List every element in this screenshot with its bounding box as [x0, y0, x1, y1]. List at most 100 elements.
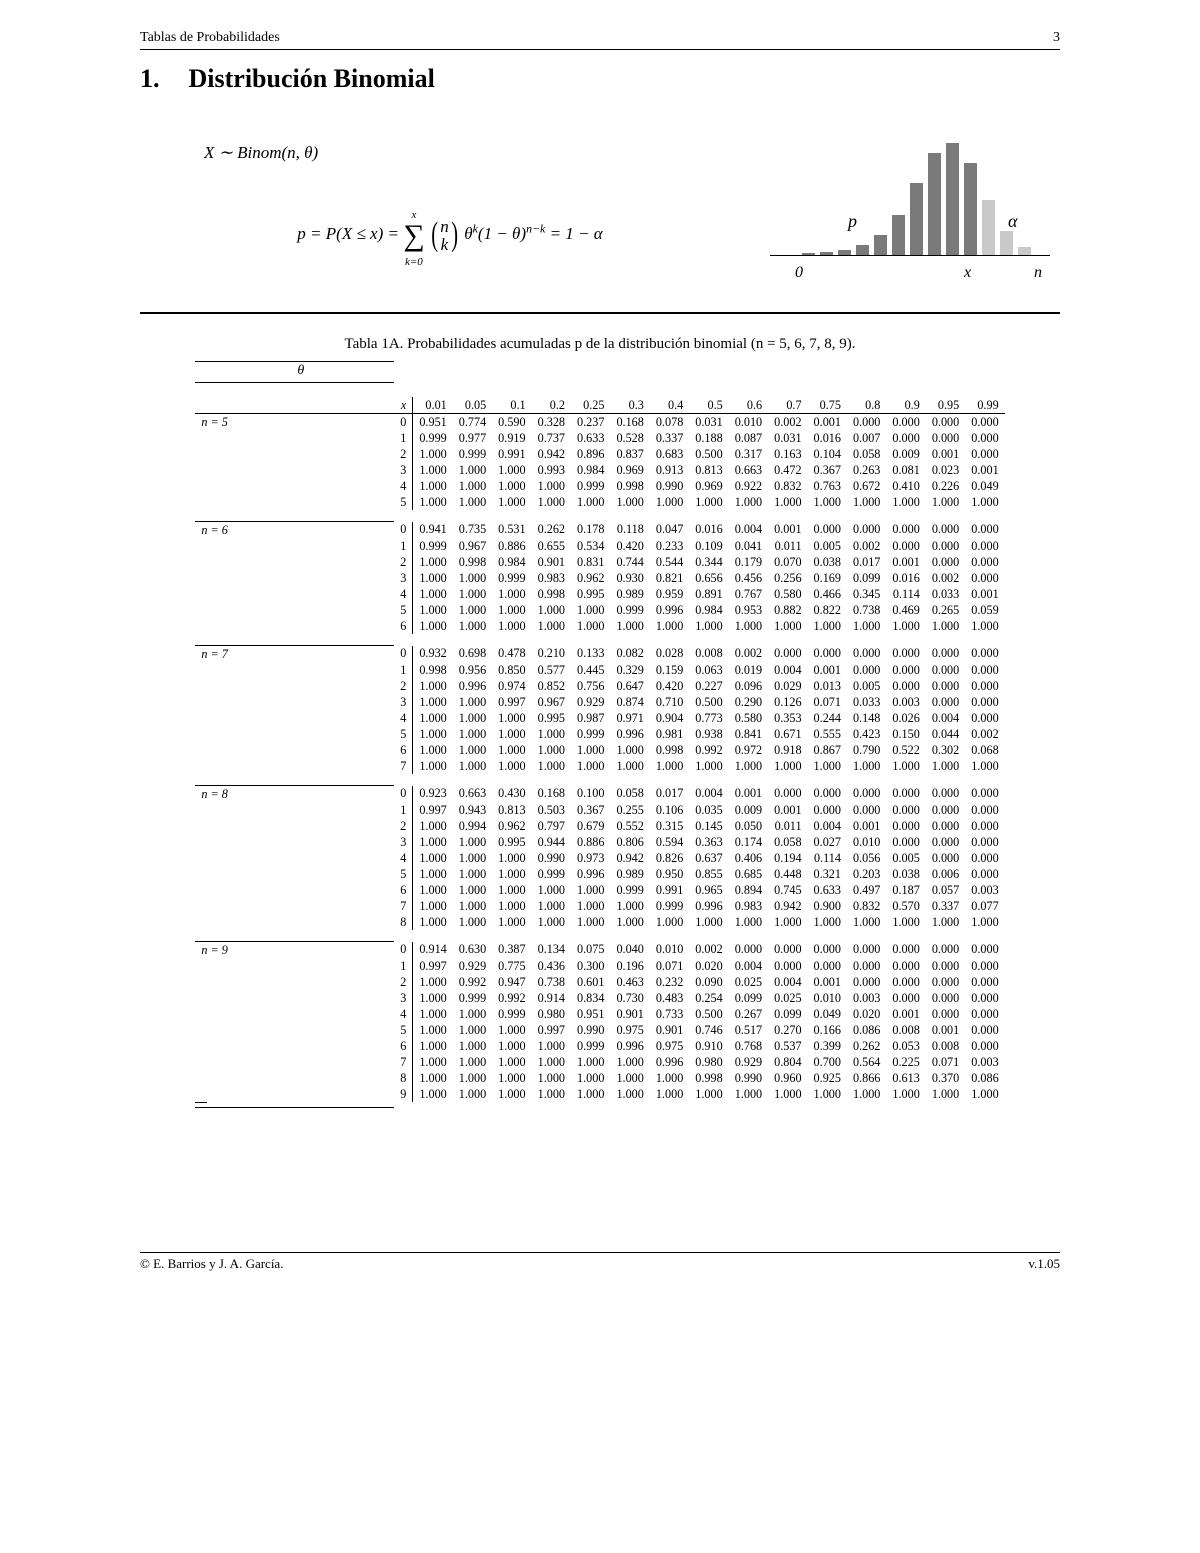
prob-cell: 0.001	[768, 522, 807, 539]
prob-cell: 1.000	[532, 758, 571, 774]
prob-cell: 0.000	[926, 942, 965, 959]
prob-cell: 1.000	[926, 618, 965, 634]
prob-cell: 0.078	[650, 414, 689, 431]
prob-cell: 0.984	[689, 602, 728, 618]
prob-cell: 1.000	[689, 914, 728, 930]
prob-cell: 0.059	[965, 602, 1004, 618]
prob-cell: 0.013	[808, 678, 847, 694]
prob-cell: 1.000	[492, 1038, 531, 1054]
prob-cell: 0.077	[965, 898, 1004, 914]
theta-value-header: 0.1	[492, 397, 531, 414]
n-label: n = 6	[195, 522, 394, 539]
prob-cell: 0.000	[926, 522, 965, 539]
prob-cell: 0.984	[492, 554, 531, 570]
prob-cell: 0.987	[571, 710, 610, 726]
prob-cell: 1.000	[965, 618, 1004, 634]
table-row: 41.0001.0001.0001.0000.9990.9980.9900.96…	[195, 478, 1004, 494]
prob-cell: 0.999	[413, 538, 453, 554]
prob-cell: 1.000	[886, 758, 925, 774]
prob-cell: 0.003	[965, 882, 1004, 898]
prob-cell: 0.850	[492, 662, 531, 678]
x-value: 6	[394, 1038, 413, 1054]
x-value: 2	[394, 818, 413, 834]
prob-cell: 0.992	[689, 742, 728, 758]
prob-cell: 0.114	[808, 850, 847, 866]
prob-cell: 1.000	[768, 494, 807, 510]
table-row: 61.0001.0001.0001.0001.0000.9990.9910.96…	[195, 882, 1004, 898]
prob-cell: 0.033	[926, 586, 965, 602]
prob-cell: 0.001	[729, 786, 768, 803]
prob-cell: 0.998	[413, 662, 453, 678]
formula-lhs: p = P(X ≤ x) =	[297, 224, 399, 243]
prob-cell: 0.163	[768, 446, 807, 462]
prob-cell: 0.053	[886, 1038, 925, 1054]
table-row: 10.9990.9770.9190.7370.6330.5280.3370.18…	[195, 430, 1004, 446]
prob-cell: 1.000	[768, 1086, 807, 1102]
prob-cell: 0.337	[926, 898, 965, 914]
prob-cell: 0.975	[650, 1038, 689, 1054]
prob-cell: 0.025	[729, 974, 768, 990]
prob-cell: 0.867	[808, 742, 847, 758]
prob-cell: 0.613	[886, 1070, 925, 1086]
prob-cell: 0.035	[689, 802, 728, 818]
prob-cell: 0.831	[571, 554, 610, 570]
prob-cell: 0.082	[610, 646, 649, 663]
prob-cell: 0.996	[610, 1038, 649, 1054]
prob-cell: 0.989	[610, 586, 649, 602]
prob-cell: 0.500	[689, 694, 728, 710]
prob-cell: 0.904	[650, 710, 689, 726]
x-value: 9	[394, 1086, 413, 1102]
theta-value-header: 0.75	[808, 397, 847, 414]
prob-cell: 1.000	[571, 494, 610, 510]
prob-cell: 0.944	[532, 834, 571, 850]
prob-cell: 0.960	[768, 1070, 807, 1086]
prob-cell: 0.679	[571, 818, 610, 834]
section-title: 1. Distribución Binomial	[140, 64, 1060, 94]
table-row: 41.0001.0001.0000.9950.9870.9710.9040.77…	[195, 710, 1004, 726]
prob-cell: 0.010	[808, 990, 847, 1006]
x-value: 5	[394, 602, 413, 618]
prob-cell: 0.463	[610, 974, 649, 990]
prob-cell: 0.655	[532, 538, 571, 554]
prob-cell: 0.500	[689, 446, 728, 462]
prob-cell: 0.971	[610, 710, 649, 726]
prob-cell: 0.001	[808, 974, 847, 990]
prob-cell: 0.891	[689, 586, 728, 602]
prob-cell: 0.445	[571, 662, 610, 678]
prob-cell: 0.972	[729, 742, 768, 758]
x-value: 2	[394, 446, 413, 462]
prob-cell: 0.159	[650, 662, 689, 678]
prob-cell: 0.010	[729, 414, 768, 431]
prob-cell: 1.000	[847, 618, 886, 634]
prob-cell: 0.203	[847, 866, 886, 882]
prob-cell: 1.000	[492, 494, 531, 510]
prob-cell: 1.000	[650, 758, 689, 774]
prob-cell: 1.000	[413, 742, 453, 758]
prob-cell: 1.000	[453, 742, 492, 758]
prob-cell: 1.000	[413, 678, 453, 694]
prob-cell: 0.255	[610, 802, 649, 818]
prob-cell: 1.000	[413, 726, 453, 742]
prob-cell: 1.000	[413, 882, 453, 898]
prob-cell: 1.000	[650, 914, 689, 930]
prob-cell: 0.000	[965, 1006, 1004, 1022]
prob-cell: 0.150	[886, 726, 925, 742]
prob-cell: 0.977	[453, 430, 492, 446]
table-row: 10.9980.9560.8500.5770.4450.3290.1590.06…	[195, 662, 1004, 678]
prob-cell: 0.000	[886, 646, 925, 663]
prob-cell: 0.168	[532, 786, 571, 803]
prob-cell: 0.813	[689, 462, 728, 478]
prob-cell: 0.145	[689, 818, 728, 834]
prob-cell: 0.991	[650, 882, 689, 898]
prob-cell: 0.965	[689, 882, 728, 898]
prob-cell: 1.000	[610, 1054, 649, 1070]
prob-cell: 1.000	[965, 494, 1004, 510]
prob-cell: 1.000	[453, 758, 492, 774]
prob-cell: 0.000	[965, 430, 1004, 446]
prob-cell: 1.000	[413, 1054, 453, 1070]
prob-cell: 0.001	[926, 446, 965, 462]
prob-cell: 0.737	[532, 430, 571, 446]
prob-cell: 0.000	[886, 414, 925, 431]
prob-cell: 0.993	[532, 462, 571, 478]
table-row: n = 700.9320.6980.4780.2100.1330.0820.02…	[195, 646, 1004, 663]
